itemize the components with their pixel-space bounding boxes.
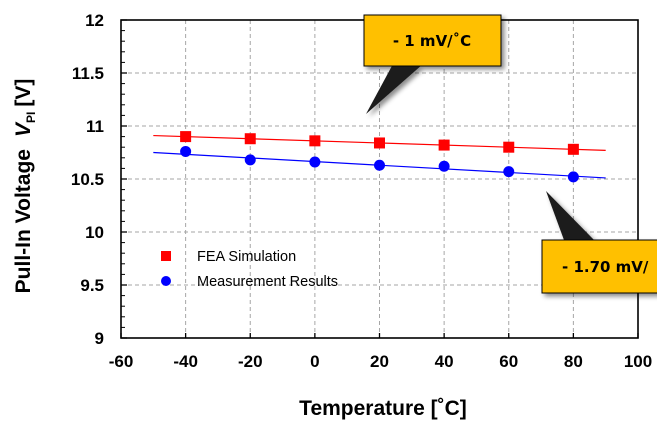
x-tick-label: 60 xyxy=(499,352,518,371)
y-axis-title: Pull-In Voltage VPI [V] xyxy=(12,79,38,294)
legend-marker-fea-simulation xyxy=(161,251,171,261)
data-point-measurement-results xyxy=(309,156,321,168)
y-tick-label: 9.5 xyxy=(80,276,104,295)
data-point-fea-simulation xyxy=(374,137,385,149)
data-point-fea-simulation xyxy=(309,135,321,147)
data-point-measurement-results xyxy=(503,166,515,178)
y-tick-label: 9 xyxy=(95,329,104,348)
annotation-callout-1-pointer xyxy=(366,64,423,114)
data-point-measurement-results xyxy=(567,171,579,183)
data-point-fea-simulation xyxy=(567,143,579,155)
data-points xyxy=(180,131,579,183)
x-tick-label: -60 xyxy=(109,352,134,371)
x-tick-label: 80 xyxy=(564,352,583,371)
legend-label-fea-simulation: FEA Simulation xyxy=(197,249,296,265)
data-point-fea-simulation xyxy=(438,139,450,151)
x-tick-label: 40 xyxy=(435,352,454,371)
y-tick-labels: 9 9.5 10 10.5 11 11.5 12 xyxy=(71,11,104,348)
x-tick-labels: -60 -40 -20 0 20 40 60 80 100 xyxy=(109,352,652,371)
y-axis-title-text: Pull-In Voltage xyxy=(12,149,35,293)
annotation-callout-2-pointer xyxy=(546,191,594,240)
annotation-callout-1-box xyxy=(363,14,502,67)
x-tick-label: 100 xyxy=(624,352,652,371)
x-tick-label: 0 xyxy=(310,352,319,371)
axis-tick-marks xyxy=(120,19,639,339)
data-point-fea-simulation xyxy=(180,131,192,143)
x-axis-title: Temperature [˚C] xyxy=(299,397,467,420)
x-tick-label: 20 xyxy=(370,352,389,371)
annotation-callout-2 xyxy=(541,191,657,294)
gridlines xyxy=(121,20,638,338)
x-tick-label: -40 xyxy=(173,352,198,371)
y-tick-label: 12 xyxy=(85,11,104,30)
legend: FEA Simulation Measurement Results xyxy=(161,249,338,290)
x-tick-label: -20 xyxy=(238,352,263,371)
annotation-callout-1-label: - 1 mV/˚C xyxy=(393,32,471,50)
y-tick-label: 11.5 xyxy=(72,64,104,83)
y-tick-label: 11 xyxy=(86,117,104,136)
y-axis-title-subscript: PI xyxy=(24,112,38,123)
data-point-measurement-results xyxy=(180,145,192,157)
legend-marker-measurement-results xyxy=(161,276,171,286)
data-point-measurement-results xyxy=(244,154,256,166)
y-axis-title-symbol: V xyxy=(12,121,35,137)
data-point-fea-simulation xyxy=(244,133,256,145)
annotation-callout-2-box xyxy=(541,239,657,294)
data-point-fea-simulation xyxy=(503,141,515,153)
y-tick-label: 10.5 xyxy=(71,170,104,189)
y-axis-title-unit: [V] xyxy=(12,79,35,107)
data-point-measurement-results xyxy=(438,160,450,172)
data-point-measurement-results xyxy=(374,159,385,171)
annotation-callout-2-label: - 1.70 mV/ xyxy=(562,258,649,276)
y-tick-label: 10 xyxy=(85,223,104,242)
annotation-callout-1 xyxy=(363,14,502,114)
legend-label-measurement-results: Measurement Results xyxy=(197,274,338,290)
